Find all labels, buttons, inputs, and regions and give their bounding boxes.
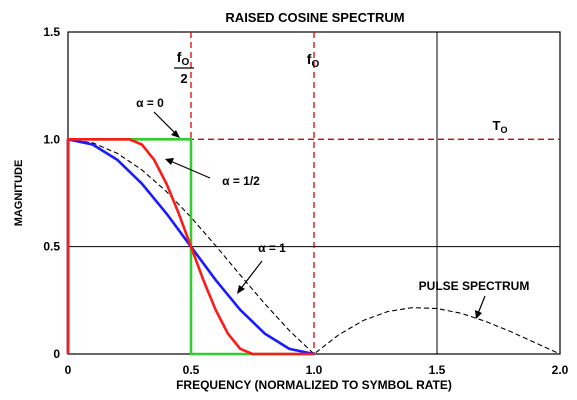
pointer-alpha-half	[167, 159, 211, 179]
y-tick-label: 1.0	[43, 132, 60, 146]
fo-half-f: f	[177, 49, 182, 65]
y-tick-label: 0.5	[43, 240, 60, 254]
y-tick-label: 0	[53, 347, 60, 361]
ref-label-fo-half-bottom: 2	[180, 71, 187, 86]
series-line-3	[67, 138, 561, 355]
ref-label-fo: fO	[307, 51, 320, 70]
label-alpha-half: α = 1/2	[222, 174, 260, 188]
annotations: α = 0 α = 1/2 α = 1 PULSE SPECTRUM	[136, 96, 529, 319]
reference-lines	[68, 32, 560, 354]
x-tick-label: 1.5	[429, 363, 446, 377]
chart-title: RAISED COSINE SPECTRUM	[225, 10, 404, 25]
ref-label-fo-half-top: fO	[177, 49, 190, 68]
fo-half-sub: O	[181, 57, 189, 68]
pointer-alpha-1-head	[237, 285, 245, 294]
fo-sub: O	[311, 59, 319, 70]
label-alpha-0: α = 0	[136, 96, 164, 110]
to-sub: O	[500, 125, 507, 135]
pointer-alpha-half-head	[165, 158, 174, 165]
label-pulse-spectrum: PULSE SPECTRUM	[419, 279, 530, 293]
x-tick-label: 1.0	[306, 363, 323, 377]
pointer-alpha-0-head	[171, 130, 180, 138]
series-layer	[66, 138, 561, 356]
to-t: T	[493, 118, 501, 133]
ref-label-fo-half: fO 2	[174, 49, 194, 86]
x-tick-label: 2.0	[552, 363, 569, 377]
x-tick-label: 0.5	[183, 363, 200, 377]
ref-label-to: TO	[493, 118, 508, 135]
pointer-alpha-1	[238, 260, 263, 292]
pointer-pulse-spectrum-head	[475, 310, 482, 319]
series-line-2	[66, 138, 315, 356]
x-axis-label: FREQUENCY (NORMALIZED TO SYMBOL RATE)	[176, 378, 452, 392]
tick-labels: 0 0.5 1.0 1.5 2.0 0 0.5 1.0 1.5	[43, 25, 568, 377]
series-line-1	[66, 138, 314, 356]
label-alpha-1: α = 1	[258, 241, 286, 255]
fo-f: f	[307, 51, 312, 67]
x-tick-label: 0	[65, 363, 72, 377]
y-tick-label: 1.5	[43, 25, 60, 39]
y-axis-label: MAGNITUDE	[13, 160, 25, 227]
